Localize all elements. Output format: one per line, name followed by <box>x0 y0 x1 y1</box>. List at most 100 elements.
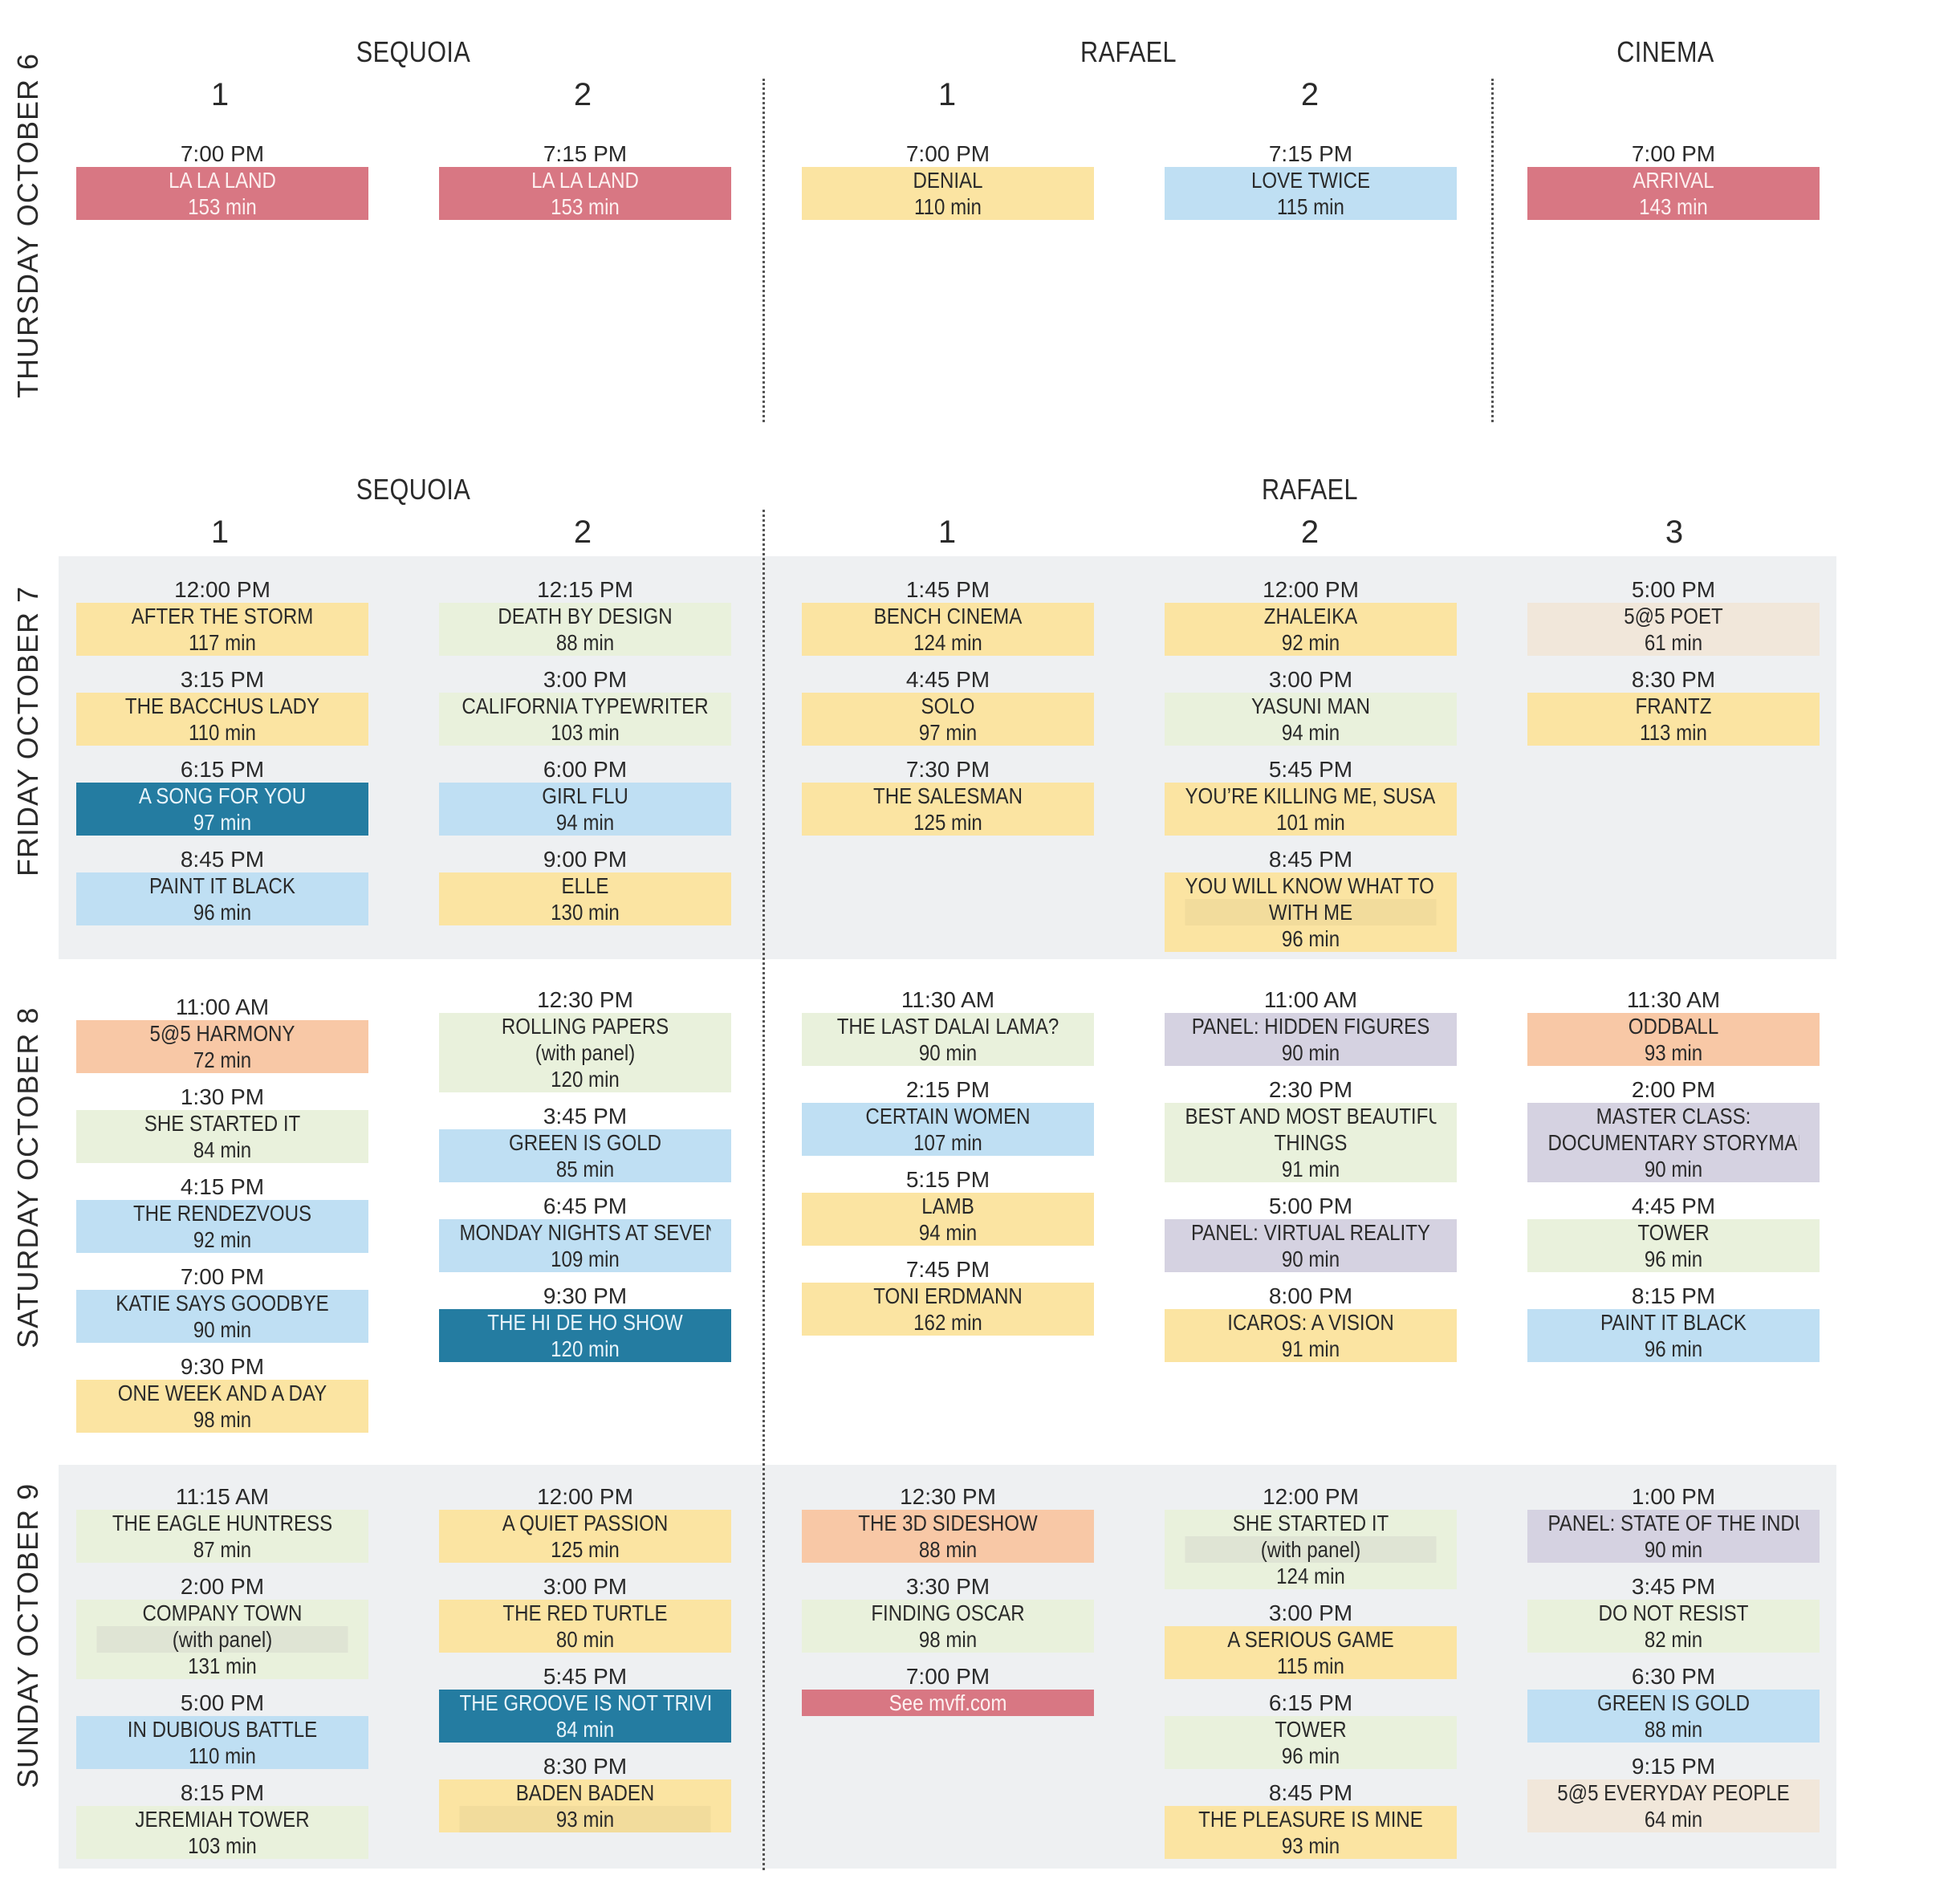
screening-time: 6:15 PM <box>1268 1690 1353 1715</box>
film-note: (with panel) <box>96 1626 348 1653</box>
runtime: 113 min <box>1640 720 1707 745</box>
film-title: YOU’RE KILLING ME, SUSANA <box>1185 783 1437 808</box>
film-title: PANEL: HIDDEN FIGURES <box>1191 1014 1430 1039</box>
runtime: 103 min <box>188 1833 257 1858</box>
film-title: MASTER CLASS: <box>1596 1104 1751 1129</box>
screening-box: A QUIET PASSION 125 min <box>439 1510 731 1563</box>
screening-box: TOWER 96 min <box>1527 1219 1820 1272</box>
runtime: 96 min <box>1644 1336 1703 1361</box>
film-title: See mvff.com <box>889 1690 1007 1715</box>
screening-box: ROLLING PAPERS (with panel) 120 min <box>439 1013 731 1092</box>
runtime: 87 min <box>193 1537 252 1562</box>
screening-box: 5@5 POET 61 min <box>1527 603 1820 656</box>
screening-time: 1:45 PM <box>905 577 990 602</box>
screening-time: 9:00 PM <box>543 847 628 872</box>
runtime: 120 min <box>551 1067 620 1092</box>
screening: 12:00 PM ZHALEIKA 92 min <box>1165 576 1457 656</box>
screening-box: THE EAGLE HUNTRESS 87 min <box>76 1510 368 1563</box>
film-title: THE GROOVE IS NOT TRIVIAL <box>459 1690 711 1715</box>
film-title: A QUIET PASSION <box>502 1511 669 1535</box>
film-title: A SERIOUS GAME <box>1227 1627 1394 1652</box>
film-title: THE RED TURTLE <box>502 1600 668 1625</box>
screening: 8:15 PM PAINT IT BLACK 96 min <box>1527 1283 1820 1362</box>
runtime: 90 min <box>1644 1537 1703 1562</box>
screen-label: 1 <box>210 514 230 550</box>
runtime: 143 min <box>1639 194 1708 219</box>
screening-box: MONDAY NIGHTS AT SEVEN 109 min <box>439 1219 731 1272</box>
screening-box: YOU’RE KILLING ME, SUSANA 101 min <box>1165 783 1457 836</box>
screen-label: 1 <box>937 77 957 112</box>
runtime: 153 min <box>188 194 257 219</box>
screening-box: THE LAST DALAI LAMA? 90 min <box>802 1013 1094 1066</box>
screening-time: 2:30 PM <box>1268 1077 1353 1102</box>
film-title: A SONG FOR YOU <box>138 783 307 808</box>
film-title: TONI ERDMANN <box>873 1283 1023 1308</box>
screening: 3:15 PM THE BACCHUS LADY 110 min <box>76 666 368 746</box>
screening-time: 8:45 PM <box>1268 847 1353 872</box>
screening-box: CALIFORNIA TYPEWRITER 103 min <box>439 693 731 746</box>
screening-box: GIRL FLU 94 min <box>439 783 731 836</box>
screening: 12:00 PM AFTER THE STORM 117 min <box>76 576 368 656</box>
film-title: THE BACCHUS LADY <box>124 693 320 718</box>
screening-box: CERTAIN WOMEN 107 min <box>802 1103 1094 1156</box>
screening-time: 5:15 PM <box>905 1167 990 1192</box>
runtime: 120 min <box>551 1336 620 1361</box>
runtime: 96 min <box>1281 926 1340 951</box>
film-note: THINGS <box>1274 1130 1348 1155</box>
runtime: 88 min <box>1644 1717 1703 1742</box>
film-title: THE EAGLE HUNTRESS <box>112 1511 333 1535</box>
screening-time: 12:30 PM <box>537 987 633 1012</box>
runtime: 97 min <box>918 720 978 745</box>
film-title: SHE STARTED IT <box>144 1111 301 1136</box>
screening: 5:15 PM LAMB 94 min <box>802 1166 1094 1246</box>
screen-label: 1 <box>937 514 957 550</box>
thursday-divider-sequoia-rafael <box>762 79 765 422</box>
screening: 11:30 AM THE LAST DALAI LAMA? 90 min <box>802 986 1094 1066</box>
screening-box: TONI ERDMANN 162 min <box>802 1283 1094 1336</box>
day-label-sunday: SUNDAY OCTOBER 9 <box>11 1482 44 1788</box>
screening: 4:45 PM SOLO 97 min <box>802 666 1094 746</box>
runtime: 110 min <box>189 1743 256 1768</box>
runtime: 61 min <box>1644 630 1703 655</box>
film-note: WITH ME <box>1185 899 1437 925</box>
runtime: 110 min <box>189 720 256 745</box>
screening: 3:30 PM FINDING OSCAR 98 min <box>802 1573 1094 1653</box>
runtime: 64 min <box>1644 1807 1703 1832</box>
runtime: 94 min <box>918 1220 978 1245</box>
screening-box: LOVE TWICE 115 min <box>1165 167 1457 220</box>
day-label-saturday: SATURDAY OCTOBER 8 <box>11 1007 44 1348</box>
screening-box: PANEL: VIRTUAL REALITY 90 min <box>1165 1219 1457 1272</box>
runtime: 125 min <box>551 1537 620 1562</box>
screening-box: SHE STARTED IT 84 min <box>76 1110 368 1163</box>
screening-time: 7:00 PM <box>180 141 265 166</box>
runtime: 82 min <box>1644 1627 1703 1652</box>
screening-box: ARRIVAL 143 min <box>1527 167 1820 220</box>
screening-time: 8:15 PM <box>180 1780 265 1805</box>
screening-time: 1:30 PM <box>180 1084 265 1109</box>
screening: 4:15 PM THE RENDEZVOUS 92 min <box>76 1173 368 1253</box>
runtime: 93 min <box>459 1806 711 1832</box>
screening: 8:00 PM ICAROS: A VISION 91 min <box>1165 1283 1457 1362</box>
screening-time: 12:30 PM <box>900 1484 996 1509</box>
screening: 8:45 PM THE PLEASURE IS MINE 93 min <box>1165 1779 1457 1859</box>
screening: 7:15 PM LA LA LAND 153 min <box>439 140 731 220</box>
screening-time: 7:00 PM <box>180 1264 265 1289</box>
screening-box: PAINT IT BLACK 96 min <box>76 872 368 925</box>
screening: 5:00 PM 5@5 POET 61 min <box>1527 576 1820 656</box>
screening: 6:15 PM TOWER 96 min <box>1165 1690 1457 1769</box>
runtime: 84 min <box>193 1137 252 1162</box>
screening: 9:00 PM ELLE 130 min <box>439 846 731 925</box>
screen-label: 2 <box>573 514 592 550</box>
screening-time: 7:00 PM <box>905 141 990 166</box>
screening: 7:00 PM See mvff.com <box>802 1663 1094 1716</box>
screening: 5:45 PM YOU’RE KILLING ME, SUSANA 101 min <box>1165 756 1457 836</box>
screening-time: 5:45 PM <box>1268 757 1353 782</box>
runtime: 107 min <box>913 1130 982 1155</box>
screening-time: 3:00 PM <box>543 667 628 692</box>
screening-time: 9:15 PM <box>1631 1754 1716 1779</box>
film-title: DENIAL <box>913 168 983 193</box>
screening: 8:45 PM PAINT IT BLACK 96 min <box>76 846 368 925</box>
screening-box: THE SALESMAN 125 min <box>802 783 1094 836</box>
screening-time: 9:30 PM <box>180 1354 265 1379</box>
